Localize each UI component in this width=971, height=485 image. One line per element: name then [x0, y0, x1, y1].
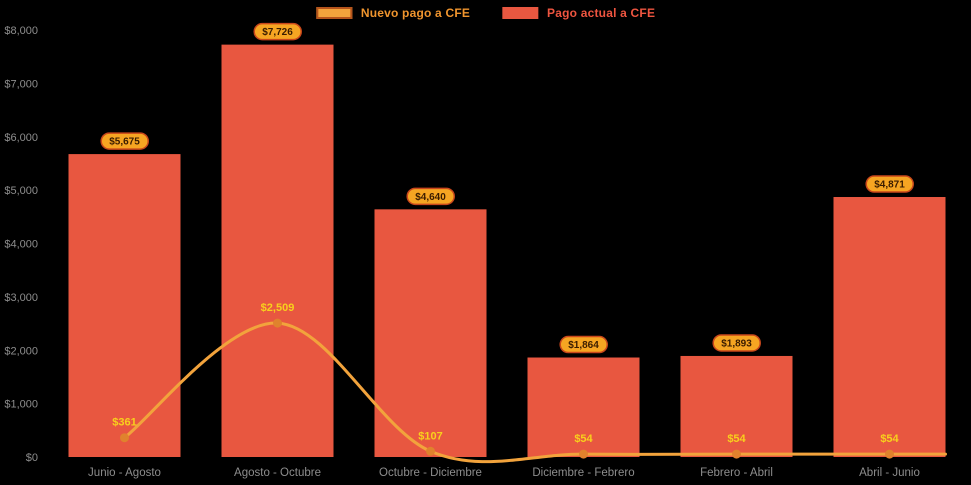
bar-value-label: $5,675: [100, 132, 149, 150]
bar: [527, 357, 640, 457]
svg-text:$7,726: $7,726: [262, 27, 293, 38]
line-point-marker: [273, 318, 282, 328]
line-value-label: $54: [727, 433, 746, 445]
line-value-label: $54: [574, 433, 593, 445]
line-series: [123, 321, 947, 464]
bar: [680, 355, 793, 457]
legend-item-nuevo-pago[interactable]: Nuevo pago a CFE: [315, 6, 471, 20]
legend-label-nuevo-pago: Nuevo pago a CFE: [360, 6, 471, 20]
bar: [68, 154, 181, 458]
svg-text:$1,893: $1,893: [721, 338, 752, 349]
x-axis-category-label: Febrero - Abril: [700, 467, 773, 479]
x-axis-category-label: Abril - Junio: [859, 467, 920, 479]
y-axis-tick-label: $2,000: [4, 345, 38, 357]
bar-value-label: $7,726: [253, 22, 302, 41]
bar-value-label: $4,640: [406, 187, 455, 206]
y-axis-tick-label: $1,000: [4, 399, 38, 411]
line-value-label: $107: [418, 430, 442, 442]
y-axis-tick-label: $8,000: [4, 25, 38, 37]
x-axis-category-label: Junio - Agosto: [88, 467, 161, 479]
bar-value-label: $1,864: [559, 335, 608, 354]
x-axis-category-label: Octubre - Diciembre: [379, 467, 482, 479]
svg-text:$4,871: $4,871: [874, 180, 905, 191]
legend: Nuevo pago a CFE Pago actual a CFE: [315, 6, 655, 20]
x-axis-category-label: Agosto - Octubre: [234, 467, 321, 479]
legend-swatch-pago-actual: [502, 7, 539, 19]
line-value-label: $361: [112, 417, 136, 429]
svg-text:$4,640: $4,640: [415, 192, 446, 203]
y-axis-tick-label: $6,000: [4, 132, 38, 144]
line-value-label: $2,509: [261, 302, 295, 314]
legend-item-pago-actual[interactable]: Pago actual a CFE: [502, 6, 655, 20]
line-point-marker: [732, 449, 741, 459]
y-axis-tick-label: $5,000: [4, 185, 38, 197]
line-point-marker: [426, 446, 435, 456]
bar-value-label: $1,893: [712, 334, 761, 352]
line-point-marker: [120, 433, 129, 443]
y-axis-tick-label: $3,000: [4, 292, 38, 304]
svg-text:$5,675: $5,675: [109, 137, 140, 148]
svg-text:$1,864: $1,864: [568, 340, 599, 351]
line-point-marker: [579, 449, 588, 459]
y-axis-tick-label: $7,000: [4, 78, 38, 90]
line-point-marker: [885, 449, 894, 459]
bar-value-label: $4,871: [865, 175, 914, 193]
bar: [374, 209, 487, 457]
bar: [221, 44, 334, 457]
y-axis-tick-label: $0: [26, 452, 38, 464]
legend-swatch-nuevo-pago: [315, 7, 352, 19]
line-value-label: $54: [880, 433, 899, 445]
legend-label-pago-actual: Pago actual a CFE: [547, 6, 656, 20]
bar: [833, 197, 946, 457]
x-axis-category-label: Diciembre - Febrero: [532, 467, 634, 479]
y-axis-tick-label: $4,000: [4, 239, 38, 251]
